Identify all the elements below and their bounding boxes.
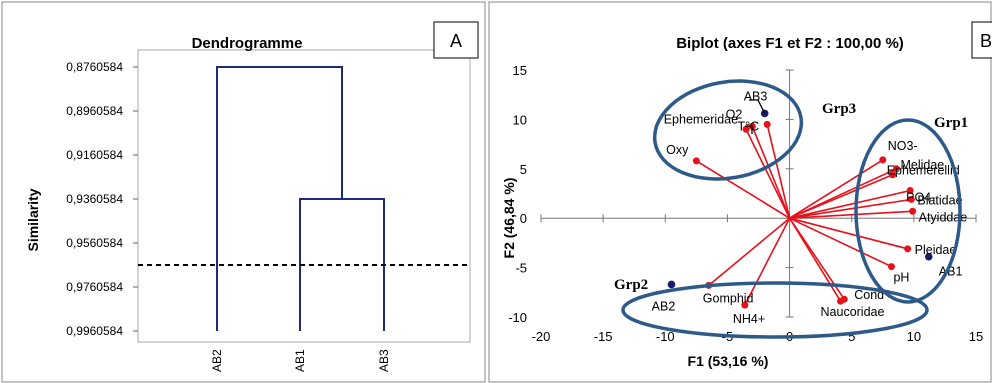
biplot-x-tick-label: 15 xyxy=(969,329,983,344)
group-2-ellipse xyxy=(621,281,929,339)
vector-label-oxy: Oxy xyxy=(666,143,689,157)
vector-gomphid xyxy=(708,217,791,286)
vector-label-naucoridae: Naucoridae xyxy=(821,305,885,319)
vector-oxy xyxy=(695,160,790,219)
biplot-y-tick-label: 0 xyxy=(520,211,527,226)
dendrogram-y-tick-label: 0,9160584 xyxy=(66,148,123,162)
observation-label-ab3: AB3 xyxy=(744,89,768,103)
biplot-x-tick-label: -15 xyxy=(594,329,613,344)
vector-point-pleidae xyxy=(904,245,912,253)
vector-label-ephemeridae: Ephemeridae xyxy=(664,112,738,126)
observation-ab1 xyxy=(924,252,933,261)
group-3-ellipse xyxy=(652,79,804,181)
vector-point-oxy xyxy=(692,157,700,165)
vector-t-c xyxy=(766,124,791,219)
dendrogram-y-tick-label: 0,8960584 xyxy=(66,104,123,118)
vector-label-ph: pH xyxy=(893,271,909,285)
vector-label-nh4-: NH4+ xyxy=(733,312,765,326)
leaf-label-ab3: AB3 xyxy=(377,349,391,372)
vector-pleidae xyxy=(789,217,908,250)
biplot-x-tick-label: 10 xyxy=(907,329,921,344)
biplot-x-tick-label: -20 xyxy=(532,329,551,344)
vector-point-no3- xyxy=(879,156,887,164)
group-3-label: Grp3 xyxy=(822,101,856,117)
group-1-label: Grp1 xyxy=(934,115,968,131)
vector-label-melidae: Melidae xyxy=(900,158,944,172)
biplot-title: Biplot (axes F1 et F2 : 100,00 %) xyxy=(676,35,904,52)
dendrogram-plot-area xyxy=(137,49,471,343)
vector-point-blatidae xyxy=(907,195,915,203)
vector-label-blatidae: Blatidae xyxy=(917,193,962,207)
vector-point-melidae xyxy=(892,165,900,173)
vector-blatidae xyxy=(789,198,912,219)
vector-point-po4- xyxy=(906,187,914,195)
vector-label-cond: Cond xyxy=(854,288,884,302)
vector-point-nh4- xyxy=(741,301,749,309)
dendrogram-y-tick-label: 0,9360584 xyxy=(66,192,123,206)
vector-label-no3-: NO3- xyxy=(888,139,918,153)
group-1-ellipse xyxy=(854,118,962,304)
panel-a-label-box xyxy=(433,21,479,59)
vector-label-atyiddae: Atyiddae xyxy=(919,210,968,224)
vector-nh4- xyxy=(744,217,791,306)
vector-label-po4-: PO4- xyxy=(906,191,935,205)
vector-point-atyiddae xyxy=(909,207,917,215)
panel-b-label: B xyxy=(980,31,992,51)
biplot-y-tick-label: 5 xyxy=(520,162,527,177)
panel-a-label: A xyxy=(450,31,462,51)
vector-no3- xyxy=(789,159,884,219)
leader-ab3 xyxy=(749,99,766,114)
dendrogram-y-tick-label: 0,8760584 xyxy=(66,60,123,74)
vector-label-pleidae: Pleidae xyxy=(915,243,957,257)
biplot-y-tick-label: 10 xyxy=(513,112,527,127)
group-2-label: Grp2 xyxy=(614,277,648,293)
vector-naucoridae xyxy=(788,217,842,302)
vector-point-ph xyxy=(887,263,895,271)
biplot-x-tick-label: -10 xyxy=(656,329,675,344)
vector-label-ephemerellid: Ephemerellid xyxy=(887,164,960,178)
vector-po4- xyxy=(789,189,911,219)
leaf-label-ab2: AB2 xyxy=(210,349,224,372)
dendrogram-y-axis-label: Similarity xyxy=(25,188,41,251)
biplot-x-axis-label: F1 (53,16 %) xyxy=(688,353,769,369)
dendrogram-y-tick-label: 0,9760584 xyxy=(66,280,123,294)
group-ellipses: Grp3 Grp1 Grp2 xyxy=(614,79,968,339)
dendrogram-link-ab2-cluster xyxy=(216,66,343,331)
biplot-x-tick-label: 5 xyxy=(848,329,855,344)
panel-b-label-box xyxy=(971,21,992,59)
biplot-y-tick-label: -5 xyxy=(515,261,527,276)
biplot-panel: B Biplot (axes F1 et F2 : 100,00 %) F2 (… xyxy=(488,1,992,383)
vector-point-naucoridae xyxy=(837,297,845,305)
vector-point-t-c xyxy=(763,120,771,128)
vector-ephemerellid xyxy=(789,173,894,219)
vector-label-o2: O2 xyxy=(726,107,743,121)
vector-ephemeridae xyxy=(745,128,791,219)
observation-ab2 xyxy=(667,280,676,289)
vector-ph xyxy=(789,217,892,268)
vector-atyiddae xyxy=(789,210,913,219)
leaf-label-ab1: AB1 xyxy=(293,349,307,372)
biplot-y-tick-label: -10 xyxy=(508,310,527,325)
dendrogram-title: Dendrogramme xyxy=(192,35,303,52)
vector-point-ephemerellid xyxy=(889,171,897,179)
vector-point-ephemeridae xyxy=(742,125,750,133)
vector-label-gomphid: Gomphid xyxy=(703,291,754,305)
observation-label-ab2: AB2 xyxy=(652,299,676,313)
dendrogram-y-tick-label: 0,9560584 xyxy=(66,236,123,250)
leader-o2 xyxy=(745,125,753,134)
vector-o2 xyxy=(751,126,791,219)
biplot-y-tick-label: 15 xyxy=(513,63,527,78)
dendrogram-panel: A Dendrogramme Similarity 0,8760584 0,896… xyxy=(1,1,486,383)
dendrogram-y-tick-label: 0,9960584 xyxy=(66,324,123,338)
biplot-y-axis-label: F2 (46,84 %) xyxy=(501,178,517,259)
